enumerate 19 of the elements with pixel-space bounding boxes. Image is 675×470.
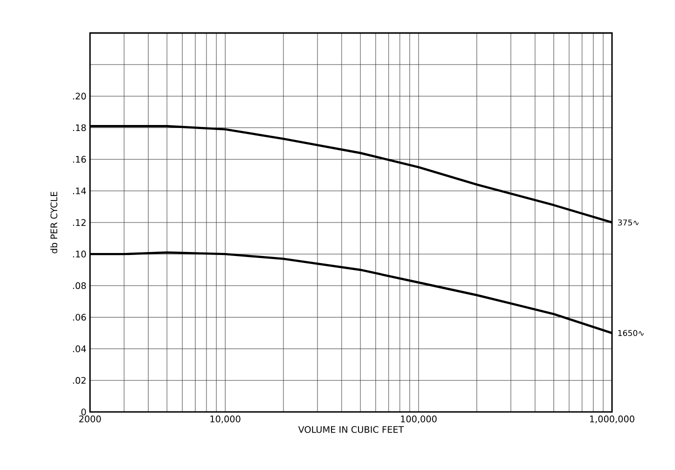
series-label: 1650∿ <box>618 330 644 336</box>
x-tick-label: 2000 <box>79 416 101 422</box>
y-tick-label: .02 <box>73 376 86 384</box>
x-tick-label: 100,000 <box>400 416 437 424</box>
y-tick-label: .14 <box>73 188 86 194</box>
series-label: 375∿ <box>618 219 639 226</box>
x-tick-label: 10,000 <box>210 416 240 424</box>
y-tick-label: .06 <box>73 314 86 321</box>
y-tick-label: .12 <box>73 219 86 226</box>
y-tick-label: .10 <box>73 250 86 258</box>
y-tick-label: .18 <box>73 124 86 132</box>
y-tick-label: .20 <box>73 92 86 100</box>
y-tick-label: 0 <box>81 408 86 416</box>
x-tick-label: 1,000,000 <box>590 416 634 424</box>
x-axis-title: VOLUME IN CUBIC FEET <box>298 426 404 433</box>
y-tick-label: .16 <box>73 156 86 163</box>
y-tick-label: .04 <box>73 345 86 352</box>
y-tick-label: .08 <box>73 282 86 290</box>
y-axis-title: db PER CYCLE <box>50 192 58 254</box>
